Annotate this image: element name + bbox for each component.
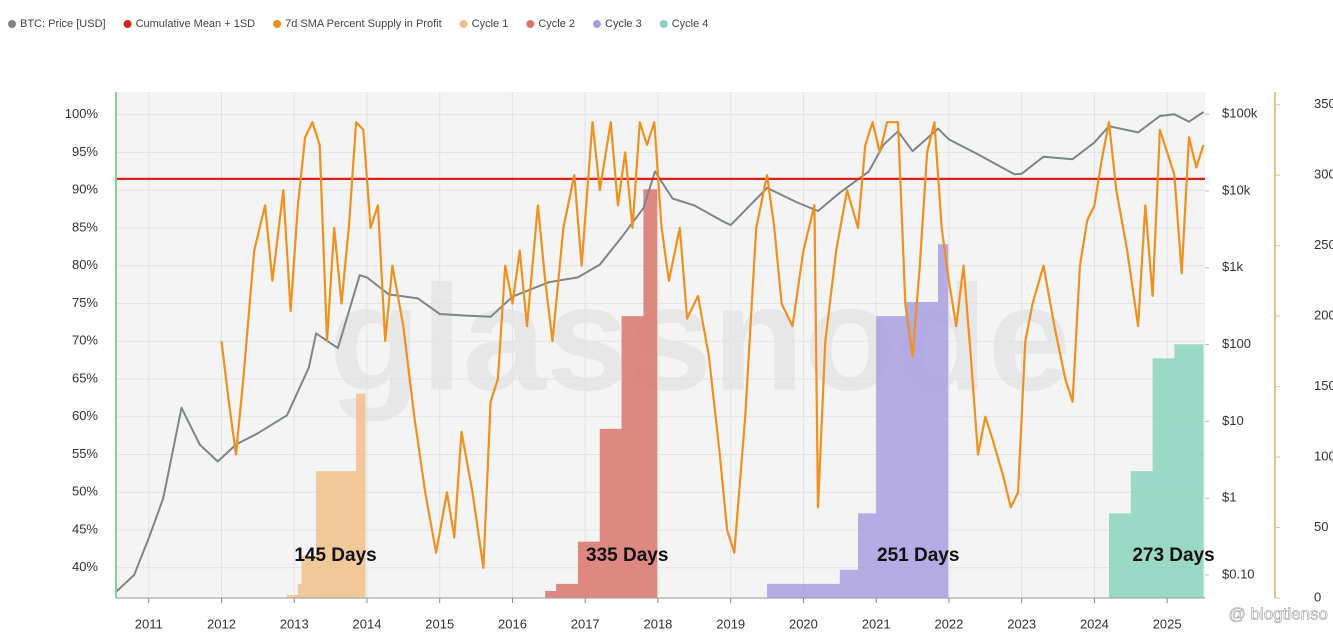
y2-tick-label: $10k <box>1222 182 1251 197</box>
x-tick-label: 2013 <box>280 616 309 631</box>
cycle-label: 251 Days <box>877 545 959 566</box>
x-tick-label: 2018 <box>643 616 672 631</box>
legend-marker <box>459 20 468 28</box>
watermark: glassnode <box>329 254 1071 422</box>
x-tick-label: 2015 <box>425 616 454 631</box>
y-tick-label: 75% <box>72 295 98 310</box>
legend-marker <box>123 20 132 28</box>
legend-label: Cycle 1 <box>472 18 509 30</box>
y-tick-label: 55% <box>72 446 98 461</box>
y3-tick-label: 50 <box>1314 519 1328 534</box>
y2-tick-label: $10 <box>1222 413 1244 428</box>
y-tick-label: 65% <box>72 370 98 385</box>
x-tick-label: 2020 <box>789 616 818 631</box>
y-tick-label: 70% <box>72 333 98 348</box>
y-tick-label: 80% <box>72 257 98 272</box>
series-line <box>115 111 1205 593</box>
legend-marker <box>8 20 16 28</box>
cycle-label: 145 Days <box>294 545 376 566</box>
x-tick-label: 2021 <box>862 616 891 631</box>
x-tick-label: 2024 <box>1080 616 1109 631</box>
legend-label: Cycle 4 <box>672 18 709 30</box>
cycle-area <box>948 213 1204 598</box>
legend-label: Cumulative Mean + 1SD <box>136 18 256 30</box>
legend-marker <box>659 20 668 28</box>
y-tick-label: 90% <box>72 182 98 197</box>
series-line <box>220 121 1205 569</box>
x-tick-label: 2023 <box>1007 616 1036 631</box>
y3-tick-label: 350 <box>1314 96 1333 111</box>
x-tick-label: 2016 <box>498 616 527 631</box>
y-tick-label: 40% <box>72 559 98 574</box>
y2-tick-label: $0.10 <box>1222 566 1255 581</box>
x-tick-label: 2012 <box>207 616 236 631</box>
legend-label: Cycle 2 <box>538 18 575 30</box>
cycle-area <box>730 244 949 598</box>
legend-label: Cycle 3 <box>605 18 642 30</box>
y-tick-label: 45% <box>72 521 98 536</box>
y3-tick-label: 100 <box>1314 448 1333 463</box>
y3-tick-label: 300 <box>1314 167 1333 182</box>
cycle-label: 273 Days <box>1132 545 1214 566</box>
x-tick-label: 2022 <box>934 616 963 631</box>
y2-tick-label: $1 <box>1222 490 1236 505</box>
credit: @ blogtienso <box>1229 604 1329 623</box>
cycle-area <box>512 125 658 598</box>
cycle-area <box>236 393 366 598</box>
legend-label: 7d SMA Percent Supply in Profit <box>285 18 442 30</box>
legend-marker <box>593 20 602 28</box>
y3-tick-label: 250 <box>1314 237 1333 252</box>
x-tick-label: 2019 <box>716 616 745 631</box>
y2-tick-label: $100k <box>1222 106 1258 121</box>
y2-tick-label: $100 <box>1222 336 1251 351</box>
y-tick-label: 95% <box>72 144 98 159</box>
cycle-label: 335 Days <box>586 545 668 566</box>
x-tick-label: 2017 <box>571 616 600 631</box>
y3-tick-label: 0 <box>1314 589 1321 604</box>
y-tick-label: 100% <box>65 106 99 121</box>
legend-marker <box>526 20 535 28</box>
y-tick-label: 85% <box>72 219 98 234</box>
legend-label: BTC: Price [USD] <box>20 18 106 30</box>
y2-tick-label: $1k <box>1222 259 1243 274</box>
plot-background <box>116 92 1205 598</box>
legend-marker <box>273 20 282 28</box>
x-tick-label: 2011 <box>135 616 163 631</box>
y3-tick-label: 200 <box>1314 308 1333 323</box>
x-tick-label: 2025 <box>1153 616 1182 631</box>
y-tick-label: 60% <box>72 408 98 423</box>
y-tick-label: 50% <box>72 484 98 499</box>
x-tick-label: 2014 <box>353 616 382 631</box>
y3-tick-label: 150 <box>1314 378 1333 393</box>
